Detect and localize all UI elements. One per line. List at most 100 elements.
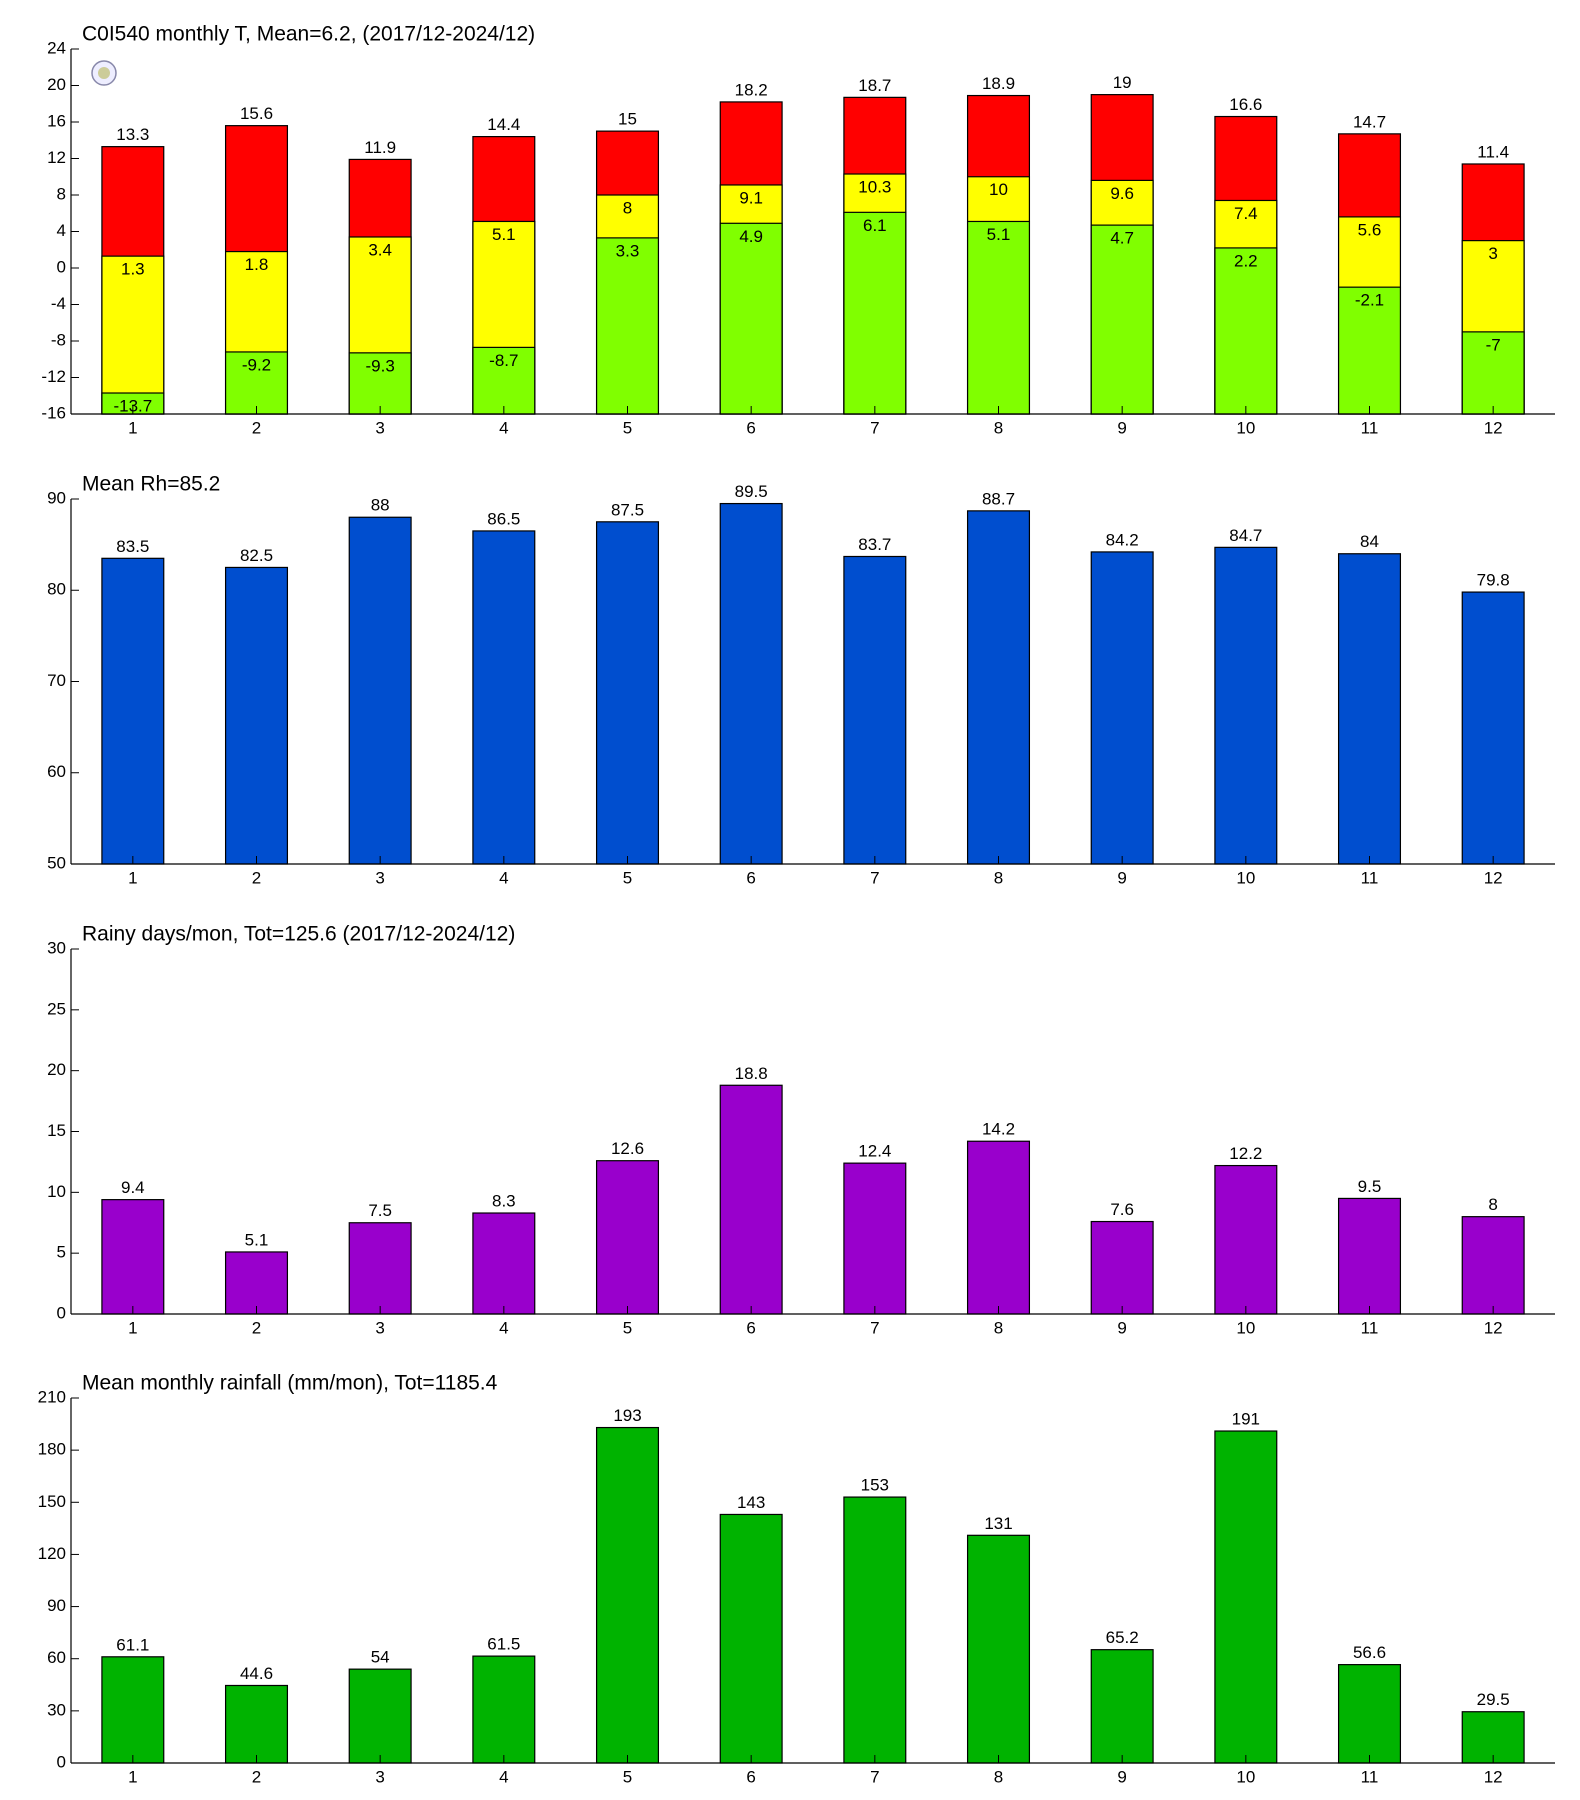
value-label: -8.7	[489, 351, 518, 370]
x-tick-label: 4	[499, 868, 508, 887]
y-tick-label: 20	[47, 75, 66, 94]
y-tick-label: 70	[47, 671, 66, 690]
value-label: 1.3	[121, 260, 145, 279]
value-label: -9.3	[366, 356, 395, 375]
bar	[1214, 247, 1278, 415]
x-tick-label: 2	[252, 1318, 261, 1337]
bar	[101, 255, 165, 415]
value-label: 9.1	[739, 188, 763, 207]
y-tick-label: 120	[38, 1544, 66, 1563]
bar	[348, 1668, 412, 1764]
value-label: 7.6	[1110, 1200, 1134, 1219]
y-tick-label: 60	[47, 762, 66, 781]
bar	[1214, 546, 1278, 865]
value-label: 9.5	[1358, 1177, 1382, 1196]
y-tick-label: 15	[47, 1121, 66, 1140]
chart-title: Rainy days/mon, Tot=125.6 (2017/12-2024/…	[82, 923, 515, 946]
value-label: 44.6	[240, 1664, 273, 1683]
value-label: 18.9	[982, 74, 1015, 93]
value-label: 14.4	[487, 115, 520, 134]
x-tick-label: 3	[375, 868, 384, 887]
x-tick-label: 1	[128, 868, 137, 887]
value-label: 65.2	[1106, 1628, 1139, 1647]
x-tick-label: 1	[128, 1318, 137, 1337]
y-tick-label: 210	[38, 1387, 66, 1406]
value-label: 7.5	[368, 1201, 392, 1220]
value-label: 86.5	[487, 509, 520, 528]
bar	[966, 510, 1031, 865]
x-tick-label: 7	[870, 418, 879, 437]
value-label: 61.1	[116, 1635, 149, 1654]
x-tick-label: 3	[375, 418, 384, 437]
y-tick-label: 0	[57, 1752, 66, 1771]
value-label: 5.6	[1358, 220, 1382, 239]
logo	[91, 60, 117, 86]
value-label: 8	[623, 198, 632, 217]
bar	[1337, 553, 1402, 865]
bar	[101, 1656, 165, 1764]
x-tick-label: 11	[1361, 1767, 1379, 1786]
bar	[719, 1084, 783, 1315]
x-tick-label: 11	[1361, 868, 1379, 887]
y-tick-label: 30	[47, 938, 66, 957]
y-tick-label: 50	[47, 853, 66, 872]
bar	[1090, 1220, 1154, 1315]
bar	[719, 222, 783, 415]
x-tick-label: 7	[870, 868, 879, 887]
value-label: 2.2	[1234, 251, 1258, 270]
bar	[595, 1426, 660, 1764]
bar	[1090, 224, 1154, 415]
value-label: 54	[371, 1648, 390, 1667]
x-tick-label: 8	[994, 868, 1003, 887]
bar	[224, 1251, 289, 1315]
x-tick-label: 12	[1484, 1767, 1503, 1786]
value-label: 153	[861, 1476, 889, 1495]
bar	[595, 521, 660, 865]
y-tick-label: 90	[47, 488, 66, 507]
x-tick-label: 4	[499, 1318, 508, 1337]
value-label: 4.7	[1110, 229, 1134, 248]
bar	[843, 1162, 907, 1315]
value-label: 5.1	[245, 1230, 269, 1249]
bar	[1337, 286, 1402, 415]
value-label: 89.5	[735, 482, 768, 501]
x-tick-label: 11	[1361, 418, 1379, 437]
value-label: 191	[1232, 1410, 1260, 1429]
value-label: 84	[1360, 532, 1379, 551]
bar	[966, 1534, 1031, 1764]
value-label: 61.5	[487, 1635, 520, 1654]
value-label: 193	[613, 1406, 641, 1425]
y-tick-label: 80	[47, 580, 66, 599]
x-tick-label: 3	[375, 1767, 384, 1786]
bar	[224, 1684, 289, 1764]
value-label: 3	[1488, 244, 1497, 263]
chart-title: C0I540 monthly T, Mean=6.2, (2017/12-202…	[82, 23, 535, 46]
x-tick-label: 9	[1117, 1318, 1126, 1337]
y-tick-label: 8	[57, 184, 66, 203]
x-tick-label: 6	[746, 1318, 755, 1337]
x-tick-label: 2	[252, 418, 261, 437]
value-label: 4.9	[739, 227, 763, 246]
y-tick-label: 16	[47, 111, 66, 130]
x-tick-label: 12	[1484, 1318, 1503, 1337]
value-label: 13.3	[116, 125, 149, 144]
value-label: 79.8	[1477, 571, 1510, 590]
y-tick-label: 10	[47, 1182, 66, 1201]
value-label: 3.3	[616, 241, 640, 260]
value-label: 84.7	[1229, 526, 1262, 545]
x-tick-label: 1	[128, 1767, 137, 1786]
bar	[348, 516, 412, 865]
x-tick-label: 10	[1236, 1767, 1255, 1786]
bar	[719, 1513, 783, 1764]
x-tick-label: 5	[623, 1318, 632, 1337]
x-tick-label: 9	[1117, 418, 1126, 437]
y-tick-label: 90	[47, 1596, 66, 1615]
y-tick-label: 5	[57, 1243, 66, 1262]
x-tick-label: 8	[994, 1318, 1003, 1337]
y-tick-label: 4	[57, 221, 66, 240]
x-tick-label: 7	[870, 1767, 879, 1786]
x-tick-label: 12	[1484, 418, 1503, 437]
y-tick-label: 180	[38, 1440, 66, 1459]
